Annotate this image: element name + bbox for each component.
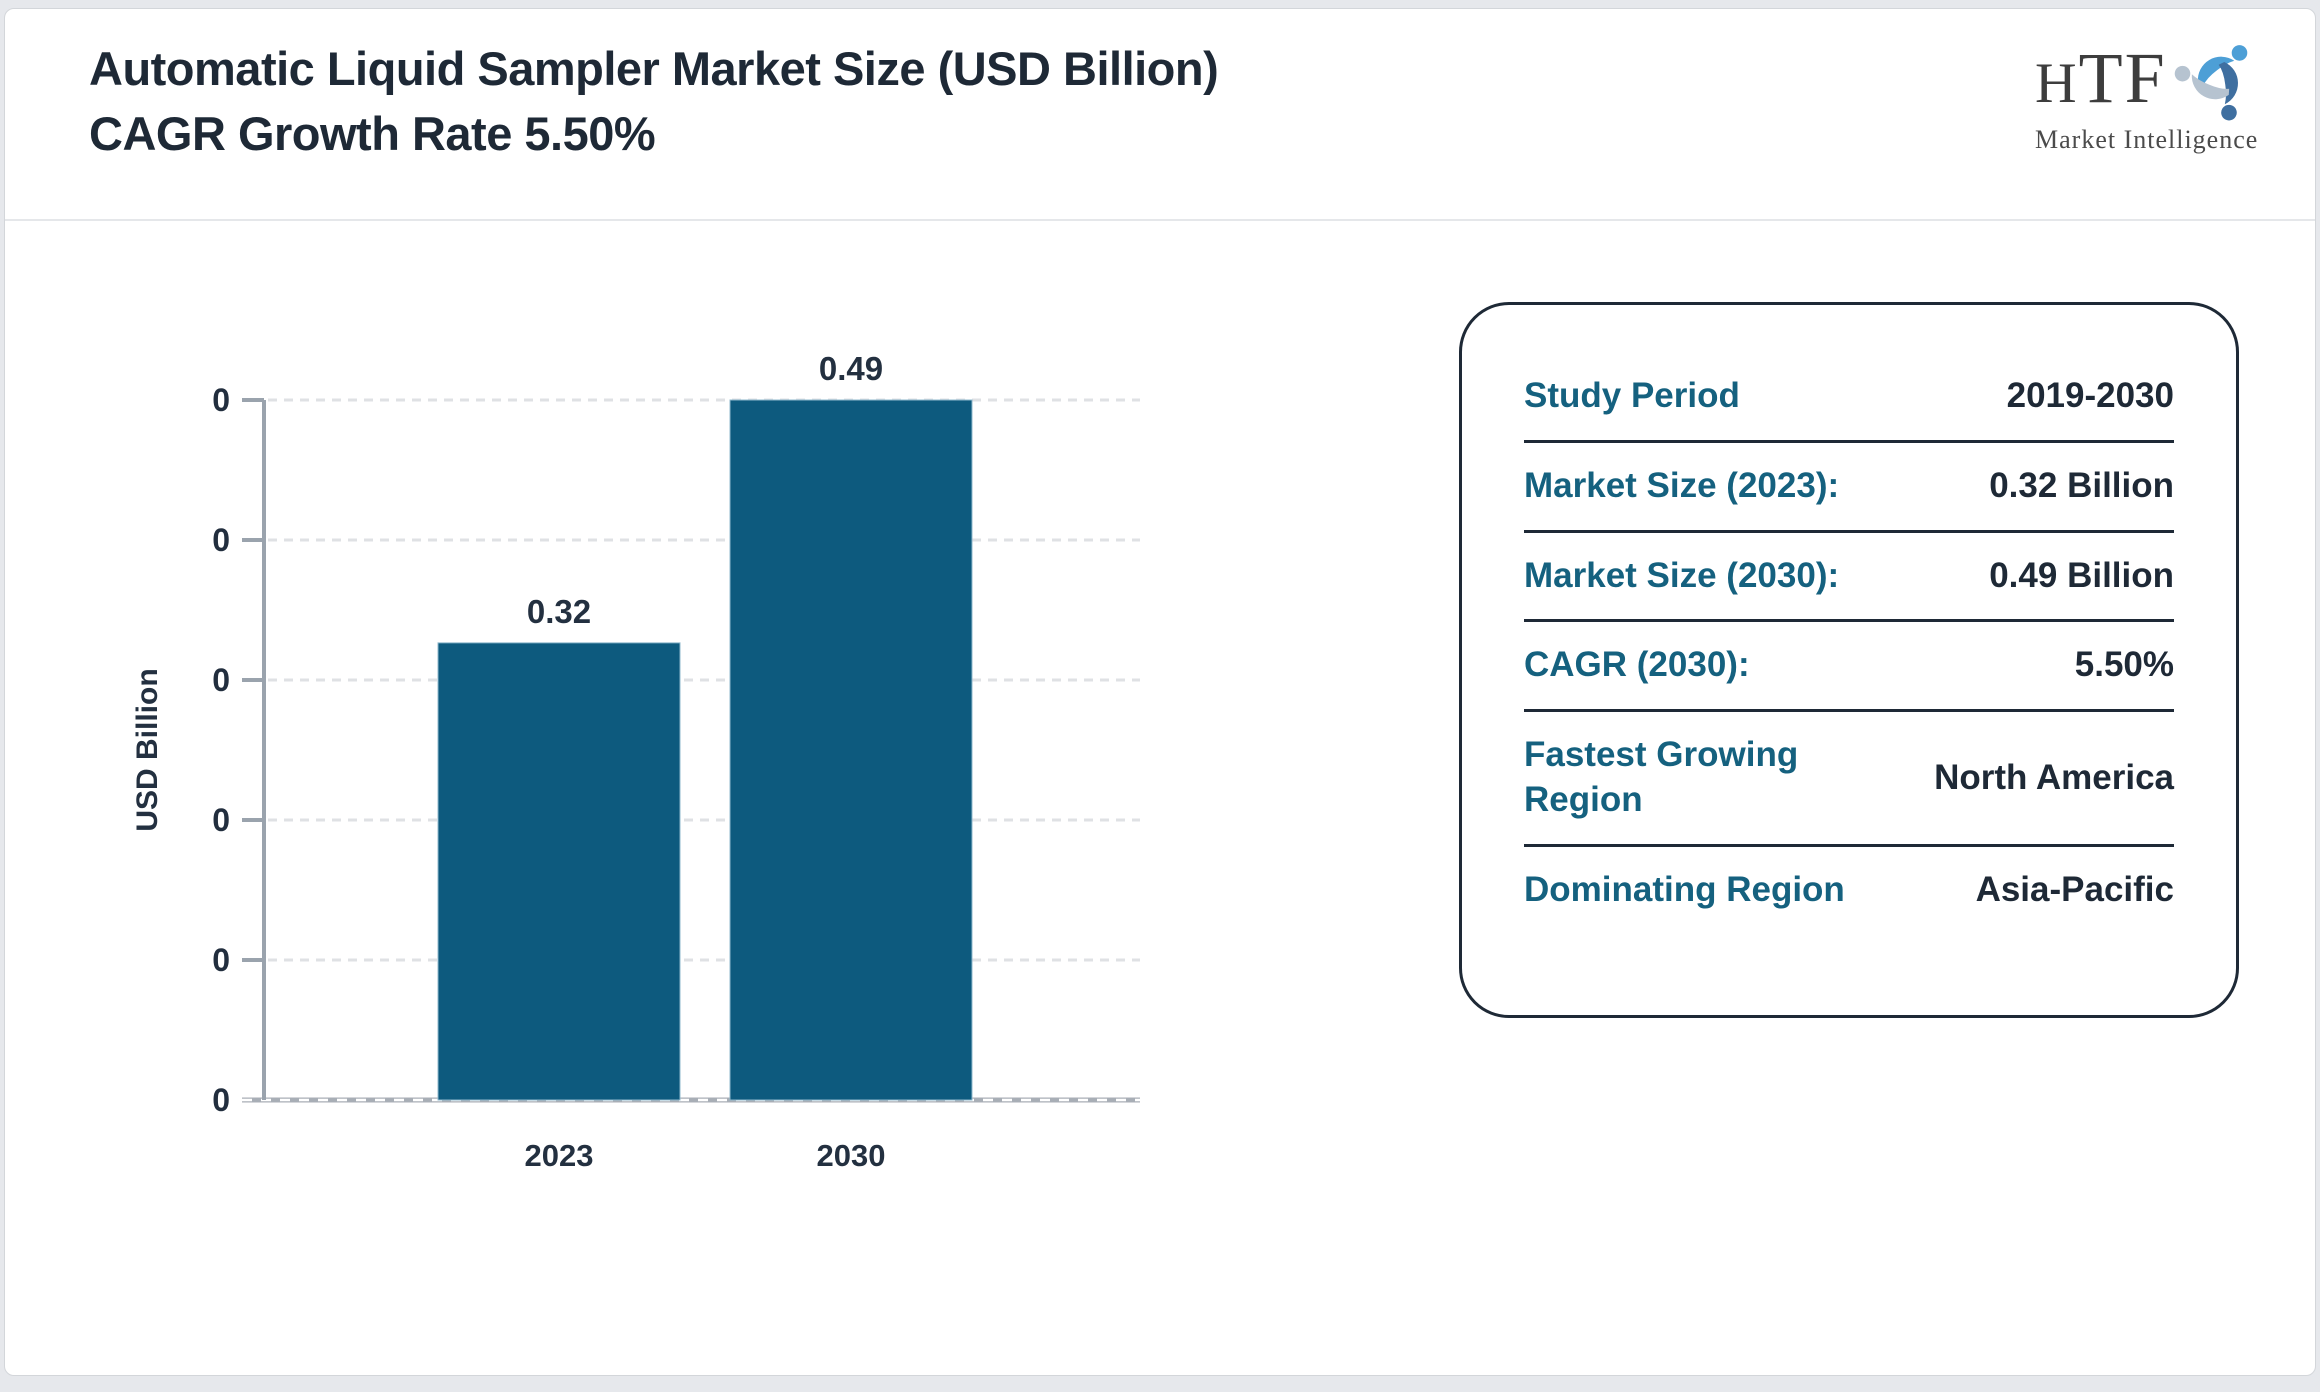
logo-wordmark: HTF xyxy=(2035,38,2167,118)
info-row-2: Market Size (2023): 0.32 Billion xyxy=(1524,443,2174,533)
page-title: Automatic Liquid Sampler Market Size (US… xyxy=(89,42,1219,160)
bar-value-label: 0.49 xyxy=(819,350,883,387)
y-tick-label: 0 xyxy=(212,382,230,418)
logo-tagline: Market Intelligence xyxy=(2035,125,2259,154)
info-label: Dominating Region xyxy=(1524,869,1845,909)
info-row-1: Study Period 2019-2030 xyxy=(1524,353,2174,443)
x-category-label: 2023 xyxy=(525,1138,594,1173)
report-card: Automatic Liquid Sampler Market Size (US… xyxy=(4,8,2316,1376)
info-label: Market Size (2023): xyxy=(1524,465,1840,505)
bar-2030 xyxy=(729,399,973,1101)
y-tick-label: 0 xyxy=(212,662,230,698)
info-panel: Study Period 2019-2030 Market Size (2023):… xyxy=(1459,302,2239,1018)
info-value: North America xyxy=(1934,757,2174,797)
bar-chart-svg: 0 0 0 0 0 0 0.32 2023 0.49 2030 USD Billion xyxy=(131,350,1140,1173)
info-label: Study Period xyxy=(1524,376,1740,415)
y-tick-label: 0 xyxy=(212,802,230,838)
info-row-4: CAGR (2030): 5.50% xyxy=(1524,622,2174,713)
info-value: 0.49 Billion xyxy=(1989,555,2174,595)
htf-logo: HTF Market Intelligence xyxy=(2035,33,2291,155)
bar-value-label: 0.32 xyxy=(527,593,591,630)
info-label: Fastest Growing Region xyxy=(1524,735,1799,819)
info-value: 5.50% xyxy=(2074,645,2174,685)
info-value: 0.32 Billion xyxy=(1989,465,2174,505)
market-size-chart: 0 0 0 0 0 0 0.32 2023 0.49 2030 USD Billion xyxy=(5,301,1245,1261)
header: Automatic Liquid Sampler Market Size (US… xyxy=(5,9,2315,221)
info-label: CAGR (2030): xyxy=(1524,645,1750,685)
logo-swirl-icon xyxy=(2174,45,2247,121)
info-value: Asia-Pacific xyxy=(1975,869,2174,909)
info-row-5: Fastest Growing Region North America xyxy=(1524,712,2174,847)
x-category-label: 2030 xyxy=(817,1138,886,1173)
info-row-3: Market Size (2030): 0.49 Billion xyxy=(1524,533,2174,623)
info-label: Market Size (2030): xyxy=(1524,555,1840,595)
y-tick-label: 0 xyxy=(212,942,230,978)
y-tick-label: 0 xyxy=(212,1082,230,1118)
y-tick-label: 0 xyxy=(212,522,230,558)
bar-2023 xyxy=(437,642,681,1101)
y-axis-title: USD Billion xyxy=(131,668,164,831)
logo-row: HTF xyxy=(2035,33,2291,123)
info-row-6: Dominating Region Asia-Pacific xyxy=(1524,847,2174,934)
info-value: 2019-2030 xyxy=(2006,376,2174,415)
